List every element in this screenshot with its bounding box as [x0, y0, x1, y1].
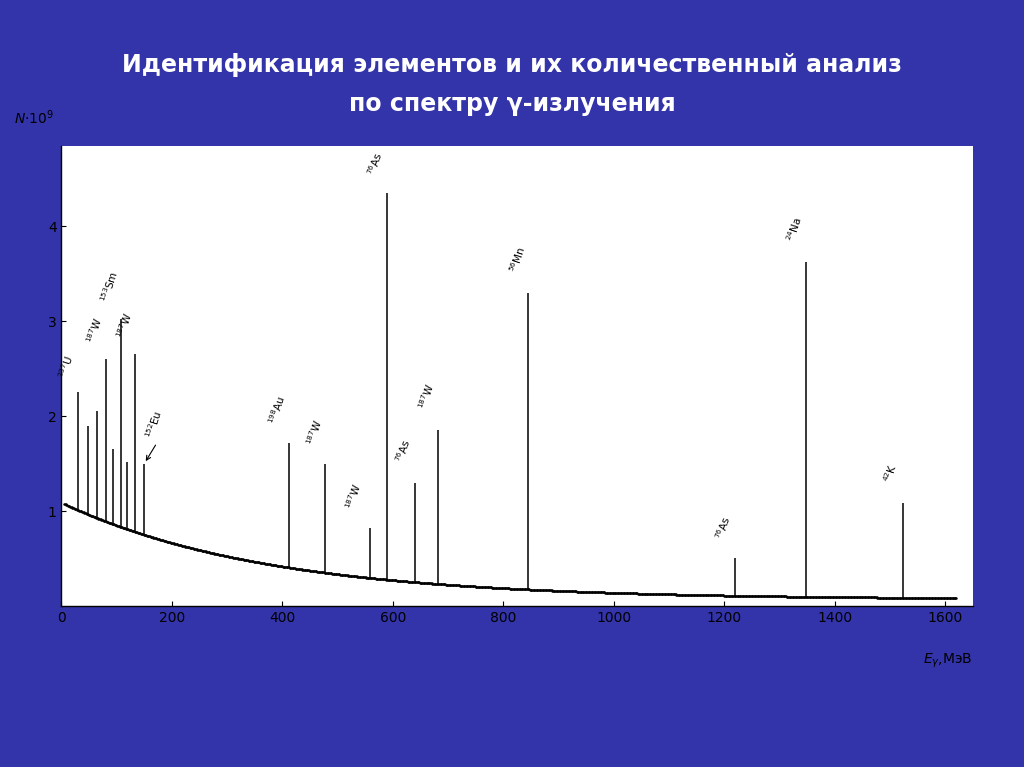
Text: $^{152}$Eu: $^{152}$Eu	[143, 409, 165, 440]
Text: $^{187}$W: $^{187}$W	[84, 316, 105, 345]
Text: по спектру γ-излучения: по спектру γ-излучения	[348, 91, 676, 116]
Text: $^{24}$Na: $^{24}$Na	[784, 216, 805, 243]
Text: $^{56}$Mn: $^{56}$Mn	[507, 245, 528, 274]
Text: $^{76}$As: $^{76}$As	[393, 436, 414, 463]
Text: $^{76}$As: $^{76}$As	[366, 150, 386, 177]
Text: $N{\cdot}10^9$: $N{\cdot}10^9$	[14, 109, 54, 127]
Text: Идентификация элементов и их количественный анализ: Идентификация элементов и их количествен…	[122, 53, 902, 77]
Text: $E_\gamma$,МэВ: $E_\gamma$,МэВ	[924, 652, 973, 670]
Text: $^{187}$W: $^{187}$W	[416, 382, 437, 411]
Text: $^{153}$Sm: $^{153}$Sm	[98, 269, 121, 304]
Text: $^{187}$W: $^{187}$W	[303, 417, 325, 446]
Text: $^{237}$U: $^{237}$U	[55, 354, 76, 380]
Text: $^{76}$As: $^{76}$As	[714, 515, 734, 542]
Text: $^{198}$Au: $^{198}$Au	[265, 393, 288, 426]
Text: $^{187}$W: $^{187}$W	[343, 482, 365, 511]
Text: $^{187}$W: $^{187}$W	[114, 311, 135, 341]
Text: $^{42}$K: $^{42}$K	[882, 463, 900, 485]
